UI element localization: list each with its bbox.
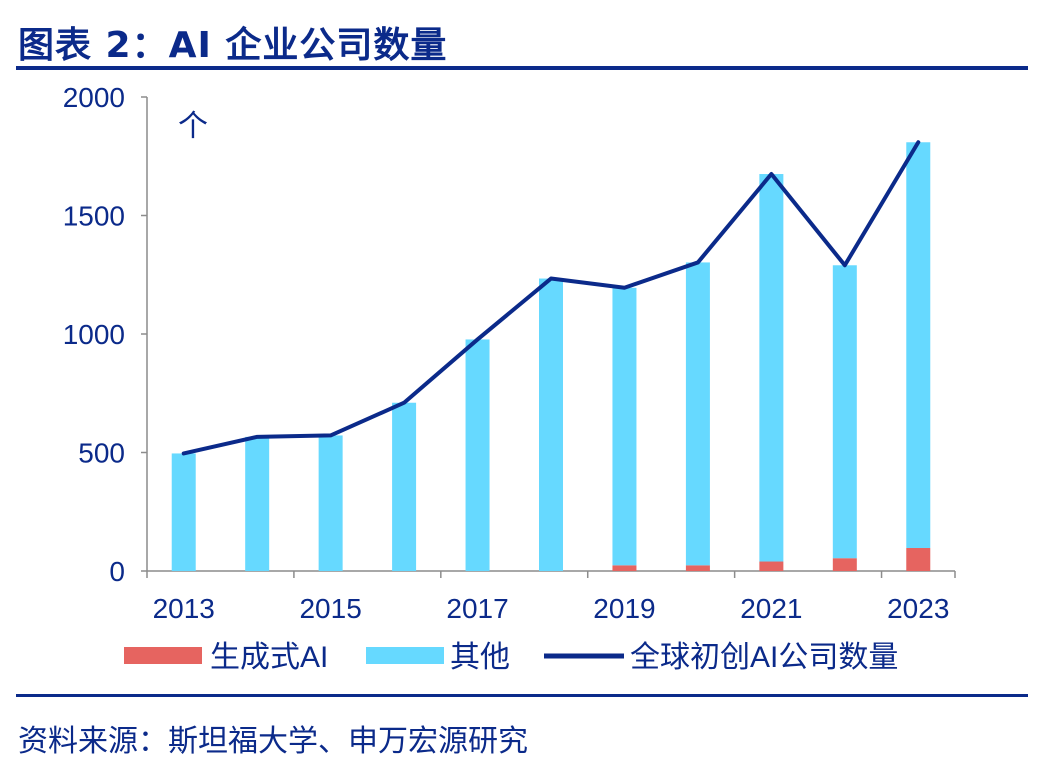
y-tick-label: 1000 <box>63 319 125 350</box>
total-line <box>181 140 921 456</box>
bar-genai <box>832 558 857 571</box>
bar-other <box>906 142 931 549</box>
bar-other <box>539 278 563 571</box>
bar-other <box>759 174 784 562</box>
bar-other <box>392 402 417 571</box>
bar-genai <box>612 565 637 571</box>
bars <box>171 142 931 571</box>
x-tick-label: 2023 <box>887 593 949 624</box>
x-tick-label: 2017 <box>446 593 508 624</box>
y-tick-label: 0 <box>109 556 125 587</box>
y-tick-label: 500 <box>78 438 125 469</box>
chart: 0 500 1000 1500 2000 2013 2015 2017 2019 2021 2023… <box>63 82 956 674</box>
bar-other <box>832 265 857 559</box>
legend-label-line: 全球初创AI公司数量 <box>630 641 898 674</box>
y-tick-label: 2000 <box>63 82 125 113</box>
bar-other <box>318 435 343 571</box>
bar-other <box>612 287 637 566</box>
bar-other <box>685 262 710 566</box>
bar-genai <box>759 561 784 571</box>
x-tick-label: 2013 <box>153 593 215 624</box>
axis-labels: 0 500 1000 1500 2000 2013 2015 2017 2019 2021 2023… <box>63 82 950 624</box>
x-tick-label: 2019 <box>593 593 655 624</box>
legend: 生成式AI 其他 全球初创AI公司数量 <box>124 641 898 674</box>
figure-title: 图表 2：AI 企业公司数量 <box>18 25 448 66</box>
x-tick-label: 2021 <box>740 593 802 624</box>
x-tick-label: 2015 <box>299 593 361 624</box>
bar-genai <box>906 548 931 571</box>
y-tick-label: 1500 <box>63 201 125 232</box>
bar-other <box>465 339 490 571</box>
line-total <box>181 140 921 456</box>
legend-label-genai: 生成式AI <box>210 641 328 674</box>
source-note: 资料来源：斯坦福大学、申万宏源研究 <box>18 724 528 759</box>
legend-swatch-other <box>366 647 444 664</box>
title-rule <box>16 66 1028 70</box>
legend-swatch-genai <box>124 647 202 664</box>
footer-rule <box>16 694 1028 697</box>
legend-label-other: 其他 <box>450 641 510 674</box>
bar-genai <box>685 565 710 571</box>
bar-other <box>171 453 196 571</box>
bar-other <box>245 436 270 571</box>
unit-label: 个 <box>178 110 208 143</box>
